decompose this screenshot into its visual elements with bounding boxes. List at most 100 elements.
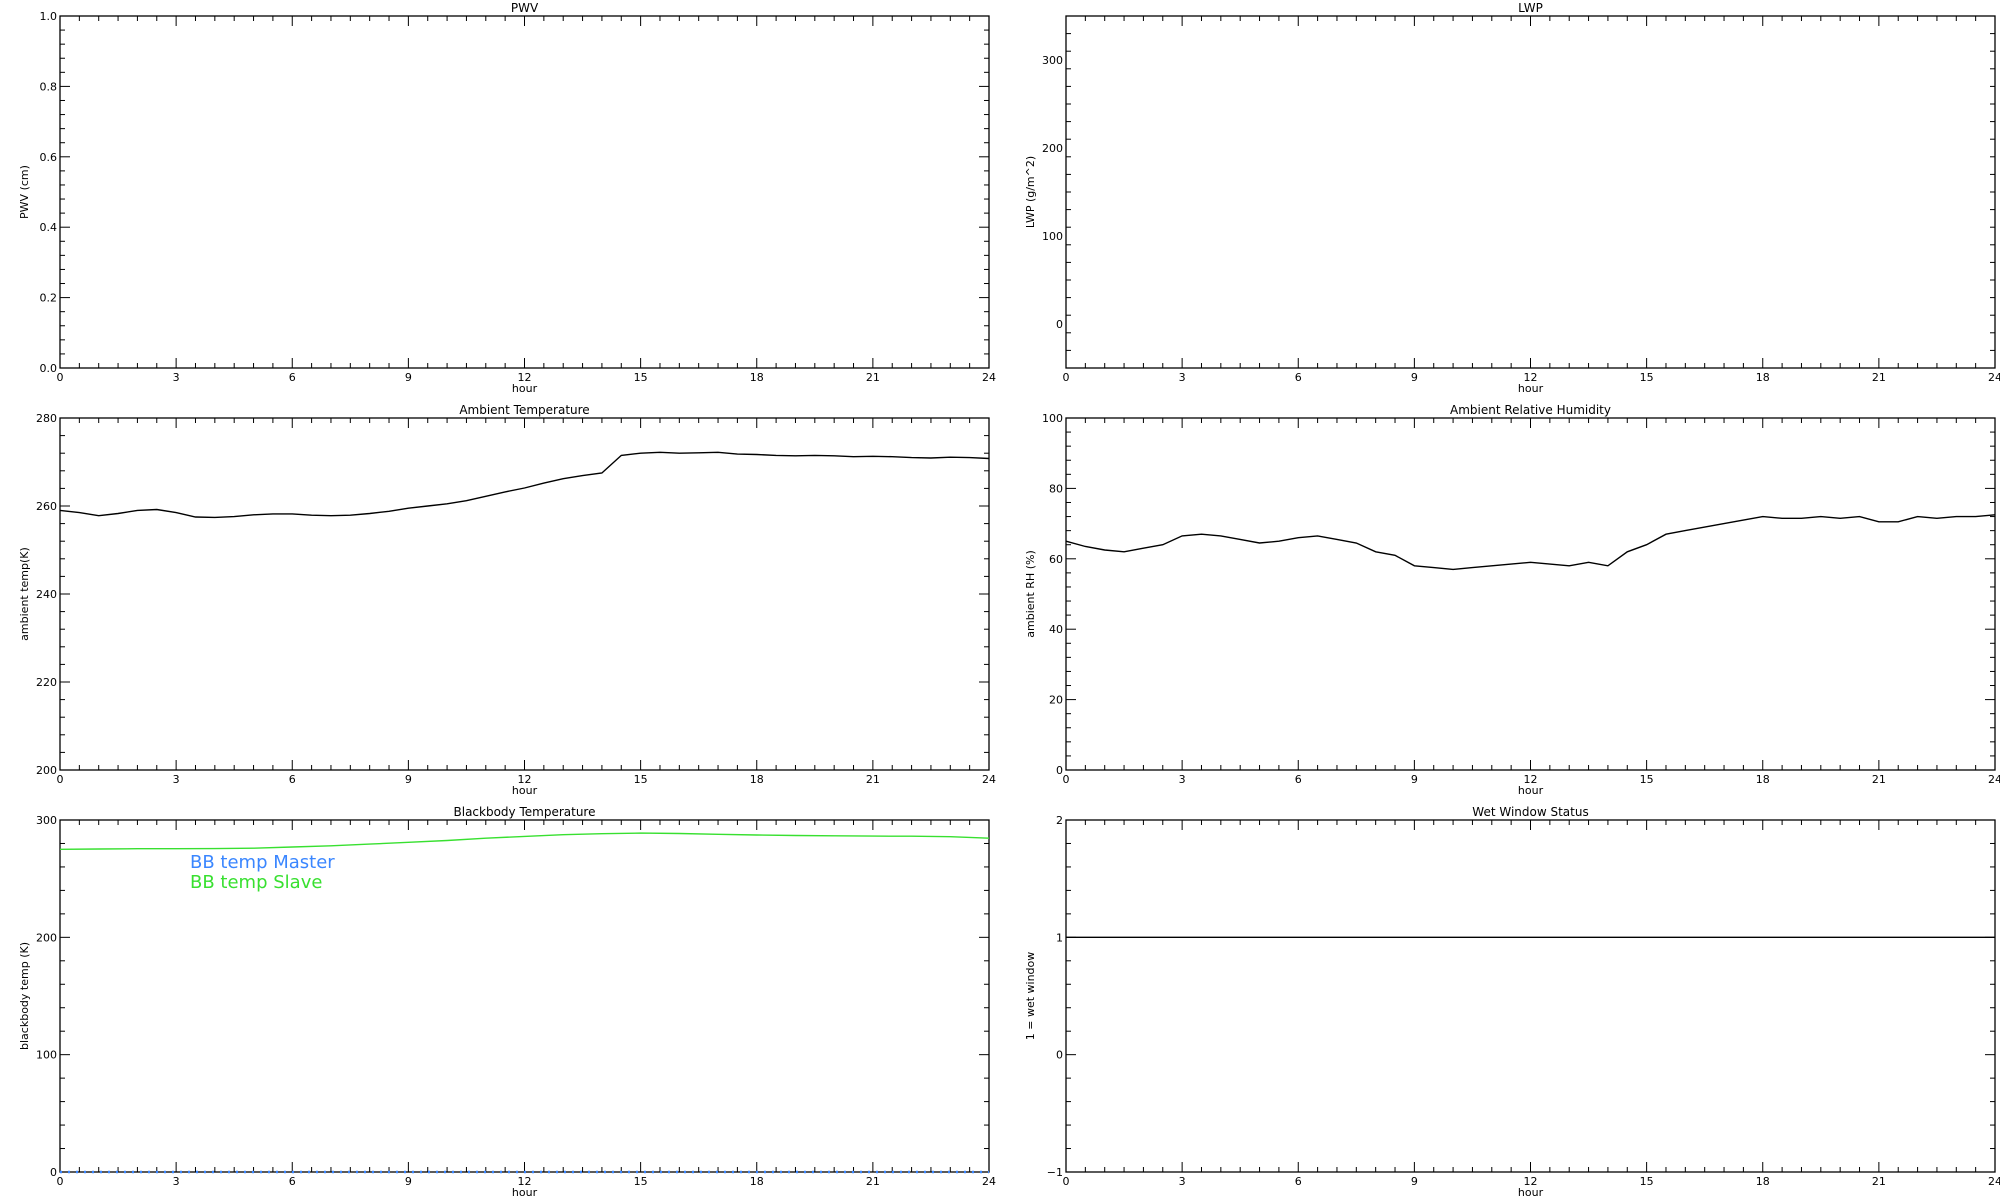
x-tick-label: 3 — [1179, 1175, 1186, 1188]
plot-frame — [59, 15, 990, 369]
chart-title: Blackbody Temperature — [454, 805, 596, 819]
x-tick-label: 0 — [57, 371, 64, 384]
plot-frame — [1065, 417, 1996, 771]
y-tick-label: 0.8 — [40, 80, 58, 93]
x-axis-label: hour — [1518, 1186, 1544, 1199]
x-tick-label: 24 — [982, 371, 996, 384]
x-tick-label: 6 — [289, 773, 296, 786]
x-tick-label: 15 — [1640, 1175, 1654, 1188]
series-line-0 — [59, 451, 990, 519]
y-tick-label: 300 — [36, 814, 57, 827]
y-tick-label: 100 — [36, 1049, 57, 1062]
x-axis-label: hour — [512, 1186, 538, 1199]
x-tick-label: 21 — [1872, 1175, 1886, 1188]
y-tick-label: 0.6 — [40, 151, 58, 164]
x-tick-label: 24 — [1988, 773, 2000, 786]
x-tick-label: 12 — [1524, 773, 1538, 786]
x-tick-label: 3 — [1179, 773, 1186, 786]
x-tick-label: 3 — [1179, 371, 1186, 384]
x-tick-label: 12 — [518, 1175, 532, 1188]
x-tick-label: 21 — [1872, 773, 1886, 786]
blackbody-temp-panel: Blackbody Temperature 0 3 6 9 12 15 18 21 24 hour 0… — [18, 805, 996, 1199]
y-tick-label: 0.4 — [40, 221, 58, 234]
y-tick-label: 100 — [1042, 412, 1063, 425]
chart-title: Wet Window Status — [1472, 805, 1588, 819]
x-tick-label: 0 — [57, 1175, 64, 1188]
lwp-panel: LWP 0 3 6 9 12 15 18 21 24 hour 0 100 200 300 LWP (g/m^… — [1024, 1, 2000, 395]
x-tick-label: 0 — [1063, 773, 1070, 786]
y-axis-label: PWV (cm) — [18, 165, 31, 219]
x-tick-label: 6 — [1295, 1175, 1302, 1188]
x-tick-label: 21 — [866, 371, 880, 384]
y-tick-label: 240 — [36, 588, 57, 601]
x-tick-label: 18 — [750, 1175, 764, 1188]
legend-entry: BB temp Master — [190, 852, 335, 873]
x-tick-label: 21 — [866, 773, 880, 786]
y-axis-label: LWP (g/m^2) — [1024, 156, 1037, 228]
y-tick-label: −1 — [1047, 1166, 1063, 1179]
chart-title: Ambient Temperature — [459, 403, 589, 417]
y-tick-label: 100 — [1042, 230, 1063, 243]
y-tick-label: 260 — [36, 500, 57, 513]
y-tick-label: 60 — [1049, 553, 1063, 566]
x-tick-label: 9 — [1411, 371, 1418, 384]
x-tick-label: 3 — [173, 371, 180, 384]
y-tick-label: 0 — [1056, 318, 1063, 331]
x-axis-label: hour — [512, 382, 538, 395]
y-tick-label: 200 — [1042, 142, 1063, 155]
x-tick-label: 6 — [1295, 773, 1302, 786]
x-axis-label: hour — [1518, 382, 1544, 395]
y-tick-label: 1 — [1056, 931, 1063, 944]
x-axis-label: hour — [1518, 784, 1544, 797]
x-tick-label: 12 — [1524, 1175, 1538, 1188]
x-axis-label: hour — [512, 784, 538, 797]
x-tick-label: 18 — [750, 773, 764, 786]
chart-title: PWV — [511, 1, 539, 15]
ambient-temp-panel: Ambient Temperature 0 3 6 9 12 15 18 21 24 hour 200… — [18, 403, 996, 797]
x-tick-label: 15 — [634, 1175, 648, 1188]
y-tick-label: 80 — [1049, 482, 1063, 495]
chart-title: Ambient Relative Humidity — [1450, 403, 1611, 417]
series-line-bb-temp-slave — [59, 832, 990, 850]
x-tick-label: 18 — [1756, 371, 1770, 384]
y-tick-label: 0 — [50, 1166, 57, 1179]
x-tick-label: 3 — [173, 773, 180, 786]
y-tick-label: 0.2 — [40, 292, 58, 305]
x-tick-label: 3 — [173, 1175, 180, 1188]
y-tick-label: 20 — [1049, 694, 1063, 707]
plot-frame — [1065, 819, 1996, 1173]
x-tick-label: 21 — [1872, 371, 1886, 384]
y-tick-label: 0 — [1056, 1049, 1063, 1062]
x-tick-label: 0 — [57, 773, 64, 786]
y-tick-label: 40 — [1049, 623, 1063, 636]
plot-frame — [1065, 15, 1996, 369]
series-line-0 — [1065, 514, 1996, 571]
y-tick-label: 220 — [36, 676, 57, 689]
chart-title: LWP — [1518, 1, 1543, 15]
x-tick-label: 15 — [634, 371, 648, 384]
x-tick-label: 6 — [289, 371, 296, 384]
x-tick-label: 0 — [1063, 1175, 1070, 1188]
x-tick-label: 9 — [405, 773, 412, 786]
y-tick-label: 1.0 — [40, 10, 58, 23]
y-axis-label: blackbody temp (K) — [18, 942, 31, 1050]
x-tick-label: 24 — [982, 773, 996, 786]
y-tick-label: 0 — [1056, 764, 1063, 777]
x-tick-label: 15 — [1640, 773, 1654, 786]
x-tick-label: 6 — [1295, 371, 1302, 384]
x-tick-label: 24 — [982, 1175, 996, 1188]
x-tick-label: 24 — [1988, 371, 2000, 384]
x-tick-label: 18 — [750, 371, 764, 384]
x-tick-label: 12 — [518, 773, 532, 786]
legend-entry: BB temp Slave — [190, 872, 322, 893]
plot-frame — [59, 417, 990, 771]
x-tick-label: 18 — [1756, 1175, 1770, 1188]
y-tick-label: 200 — [36, 931, 57, 944]
y-axis-label: 1 = wet window — [1024, 952, 1037, 1041]
x-tick-label: 9 — [1411, 1175, 1418, 1188]
x-tick-label: 12 — [518, 371, 532, 384]
x-tick-label: 12 — [1524, 371, 1538, 384]
y-tick-label: 2 — [1056, 814, 1063, 827]
